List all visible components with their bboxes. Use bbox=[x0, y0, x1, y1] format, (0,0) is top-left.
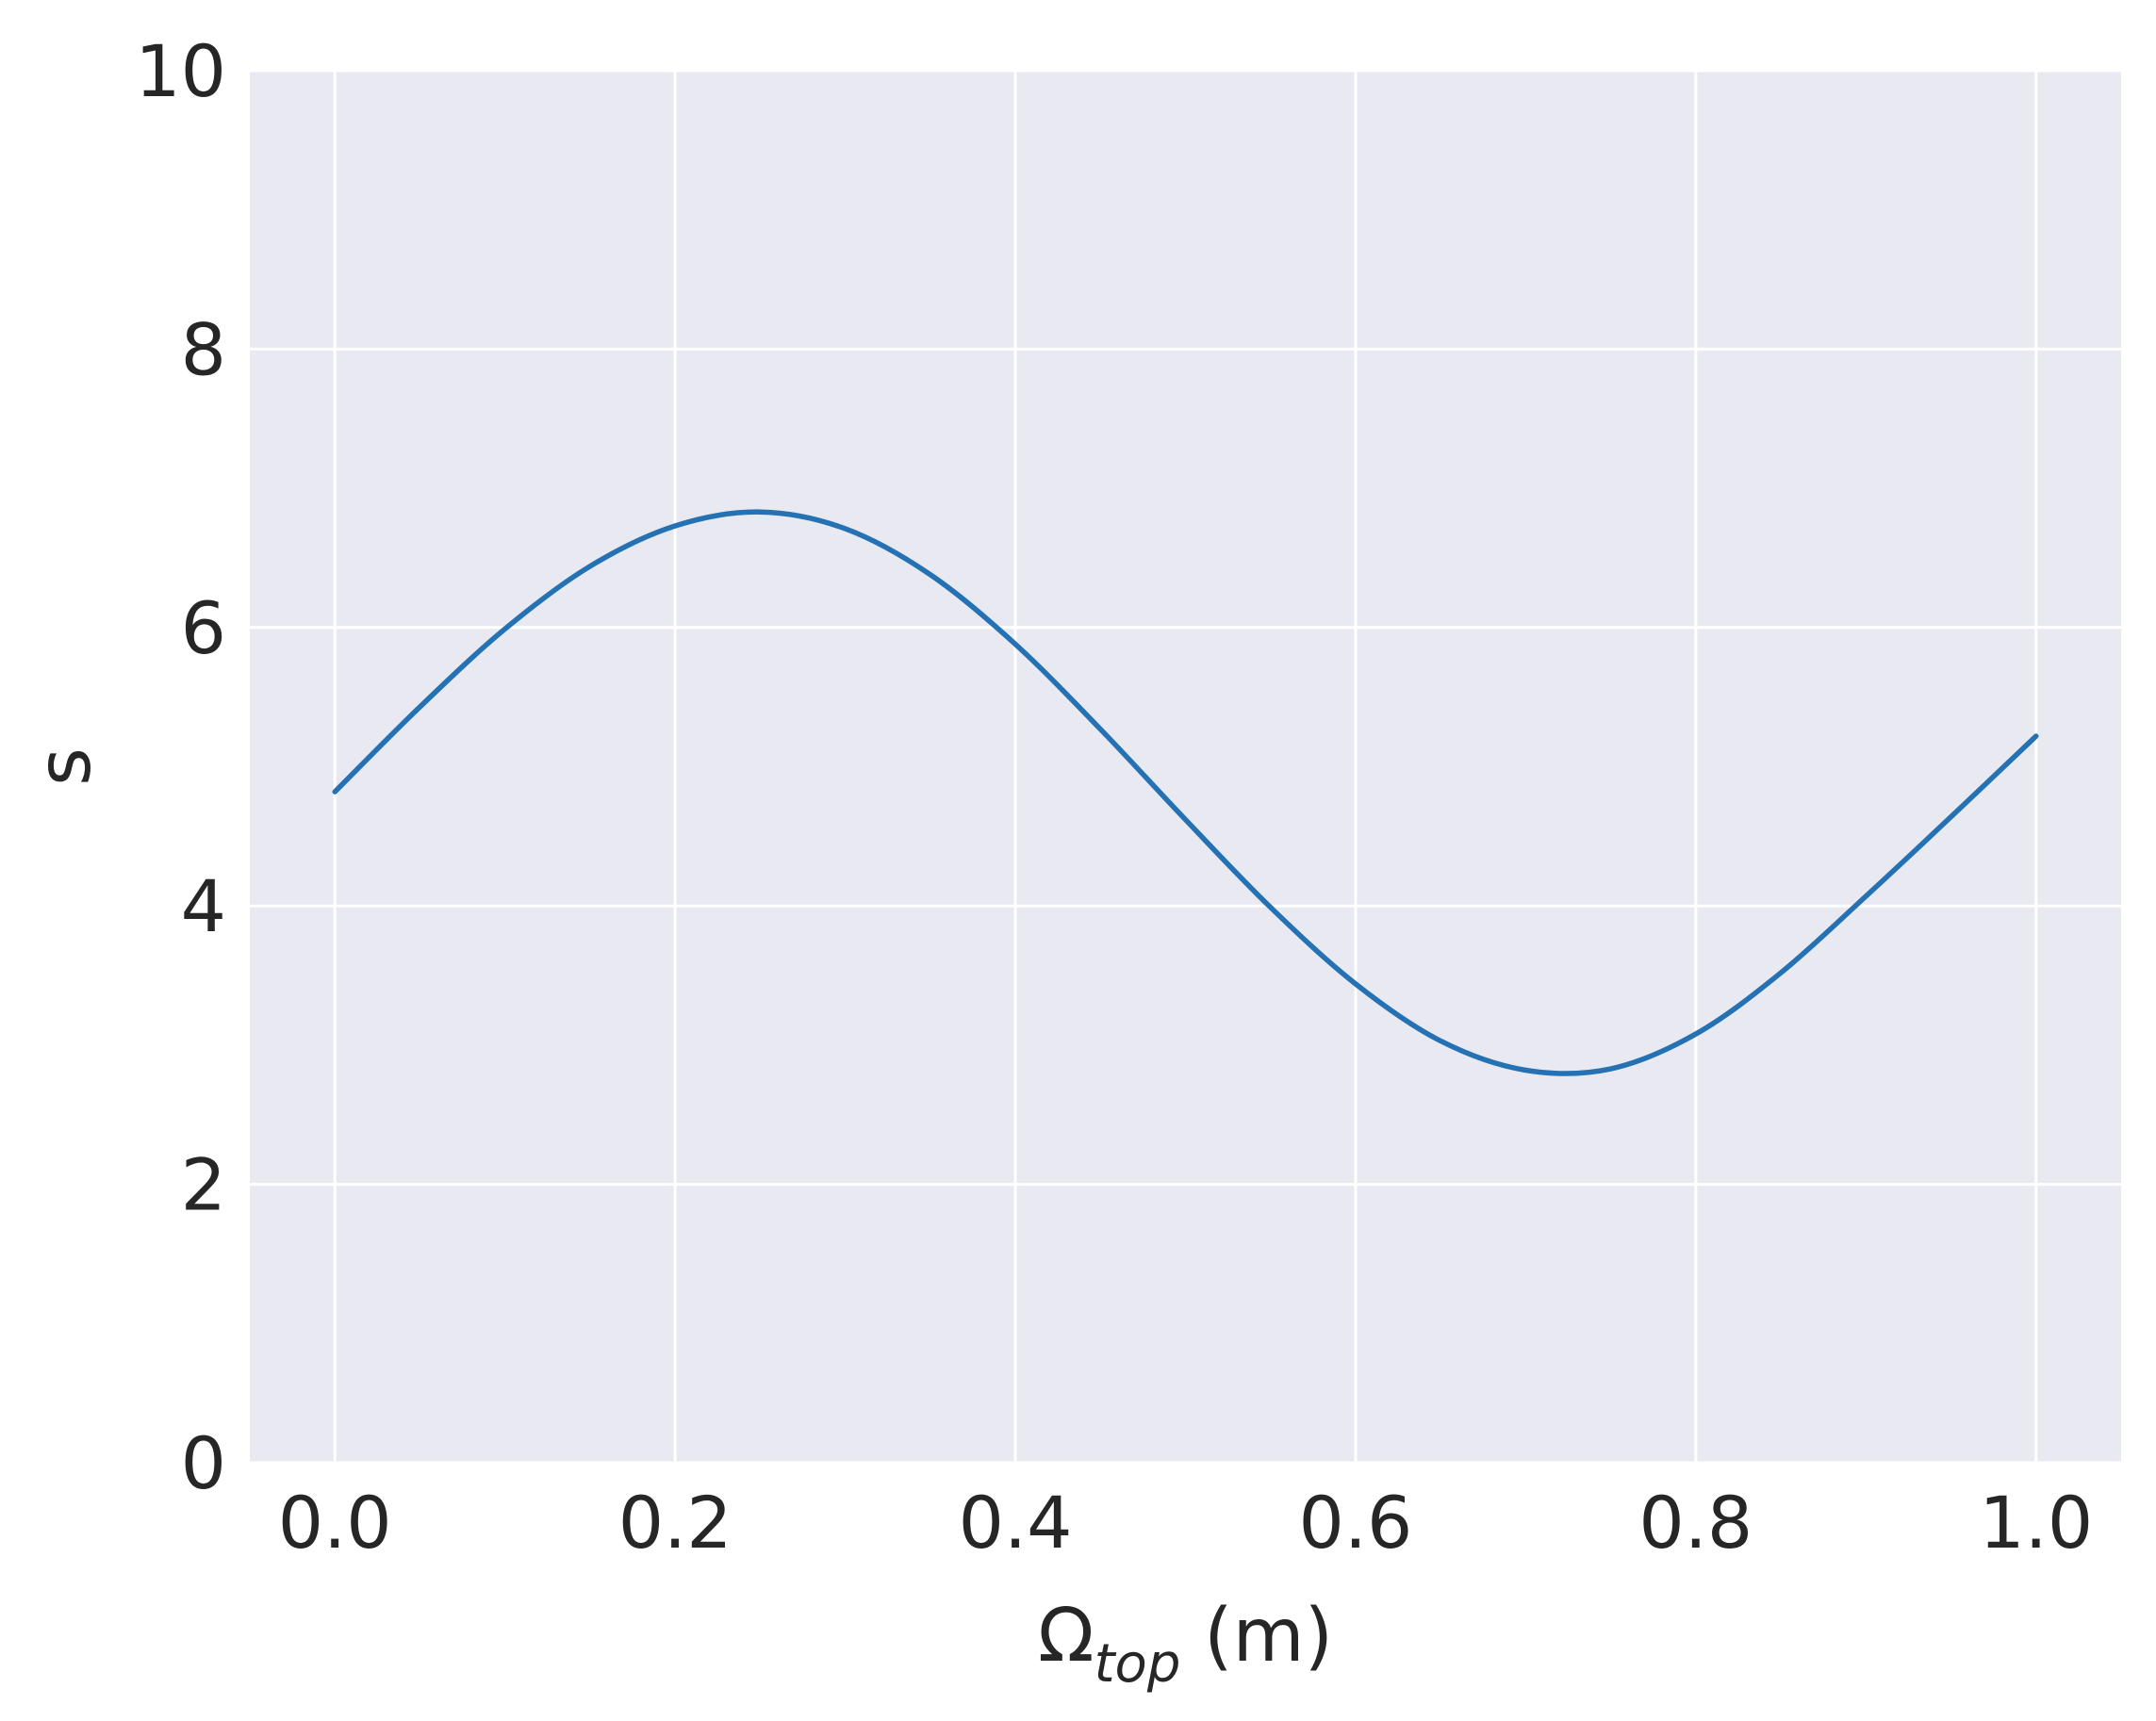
y-tick-label: 0 bbox=[181, 1421, 226, 1505]
series-layer bbox=[332, 509, 2039, 1076]
x-tick-label: 0.0 bbox=[278, 1481, 392, 1565]
plot-area bbox=[250, 71, 2121, 1463]
x-tick-label: 0.4 bbox=[959, 1481, 1073, 1565]
y-axis-ticks: 0 2 4 6 8 10 bbox=[135, 29, 226, 1505]
x-tick-label: 0.6 bbox=[1299, 1481, 1413, 1565]
y-tick-label: 2 bbox=[181, 1143, 226, 1227]
x-axis-label-unit: (m) bbox=[1180, 1594, 1333, 1679]
x-axis-label-main: Ω bbox=[1038, 1594, 1094, 1679]
x-tick-label: 1.0 bbox=[1979, 1481, 2093, 1565]
y-axis-label: s bbox=[23, 747, 107, 786]
x-axis-label-subscript: top bbox=[1094, 1633, 1181, 1695]
y-tick-label: 10 bbox=[135, 29, 226, 113]
x-axis-label: Ωtop (m) bbox=[1038, 1594, 1333, 1695]
x-tick-label: 0.2 bbox=[618, 1481, 732, 1565]
y-tick-label: 4 bbox=[181, 864, 226, 948]
grid bbox=[250, 69, 2121, 1465]
series-line-0 bbox=[332, 509, 2039, 1076]
y-tick-label: 6 bbox=[181, 586, 226, 670]
x-axis-ticks: 0.0 0.2 0.4 0.6 0.8 1.0 bbox=[278, 1481, 2093, 1565]
y-tick-label: 8 bbox=[181, 307, 226, 391]
x-tick-label: 0.8 bbox=[1638, 1481, 1753, 1565]
